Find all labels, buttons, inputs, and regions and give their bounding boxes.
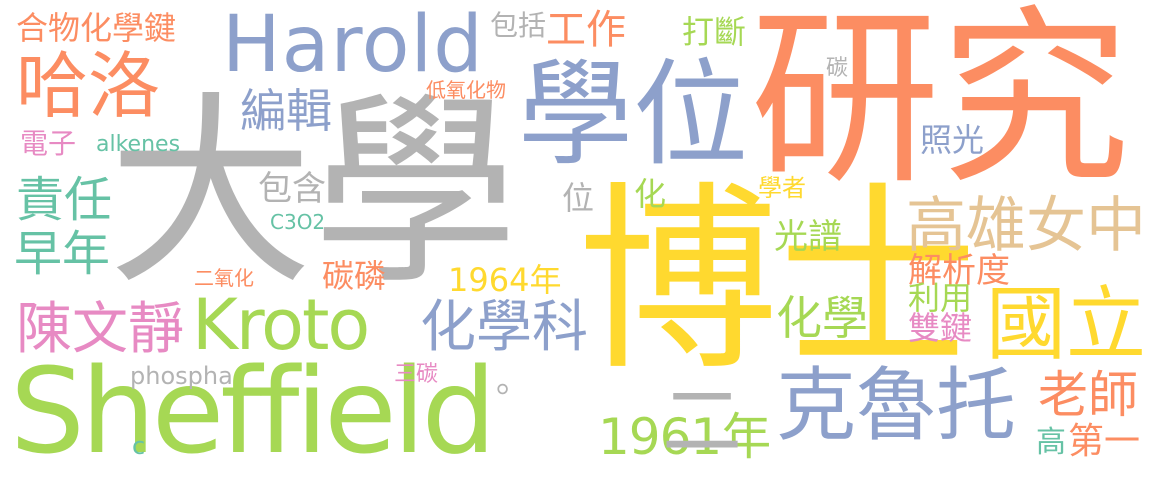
word-keluotuo: 克魯托 <box>776 359 1016 452</box>
word-c: c <box>132 432 146 460</box>
word-huaxueke: 化學科 <box>420 295 588 360</box>
word-sheffield: Sheffield <box>10 342 496 480</box>
word-santan: 三碳 <box>394 362 439 387</box>
word-alkenes: alkenes <box>96 132 181 157</box>
word-zaonian: 早年 <box>14 226 111 282</box>
word-daxue: 大學 <box>108 75 518 313</box>
word-haluo: 哈洛 <box>16 44 161 128</box>
word-zhaoguang: 照光 <box>920 121 985 159</box>
word-chenwenjing: 陳文靜 <box>16 297 184 362</box>
word-bianji: 編輯 <box>240 84 332 138</box>
word-dianzi: 電子 <box>20 127 77 160</box>
word-period: 。 <box>496 361 530 401</box>
word-hewu: 合物化學鍵 <box>16 9 177 47</box>
word-huaxue: 化學 <box>776 291 868 345</box>
word-diyanghuawu: 低氧化物 <box>426 78 506 102</box>
word-hua: 化 <box>634 175 667 213</box>
word-tan: 碳 <box>826 56 849 81</box>
word-harold: Harold <box>222 0 484 90</box>
word-boshi: 博士 <box>578 165 979 398</box>
word-xuezhe: 學者 <box>758 174 806 202</box>
word-tanlin: 碳磷 <box>322 257 387 295</box>
word-zeren: 責任 <box>16 172 113 228</box>
word-guoli: 國立 <box>986 278 1146 371</box>
word-c3o2: C3O2 <box>270 210 326 234</box>
word-baokuo: 包括 <box>490 9 547 42</box>
word-gaoxiong: 高雄女中 <box>906 191 1146 261</box>
word-xuewei: 學位 <box>518 48 749 182</box>
word-shuangjian: 雙鍵 <box>908 309 973 347</box>
word-jiexidu: 解析度 <box>908 251 1010 291</box>
word-wei: 位 <box>562 179 595 217</box>
word-laoshi: 老師 <box>1038 366 1138 424</box>
word-1961: 1961年 <box>598 408 771 466</box>
word-gao: 高 <box>1036 425 1066 460</box>
word-daduan: 打斷 <box>682 13 747 51</box>
word-liyong: 利用 <box>908 279 973 317</box>
word-kroto: Kroto <box>192 284 370 366</box>
word-gongzuo: 工作 <box>546 7 626 53</box>
word-baohan: 包含 <box>258 169 326 209</box>
word-phospha: phospha <box>130 362 233 390</box>
word-guangpu: 光譜 <box>774 217 842 257</box>
word-eryanghua: 二氧化 <box>194 266 254 290</box>
word-yanjiu: 研究 <box>750 0 1131 210</box>
word-er: 二 <box>662 375 742 468</box>
word-1964: 1964年 <box>448 261 562 299</box>
word-diyi: 第一 <box>1068 421 1141 462</box>
